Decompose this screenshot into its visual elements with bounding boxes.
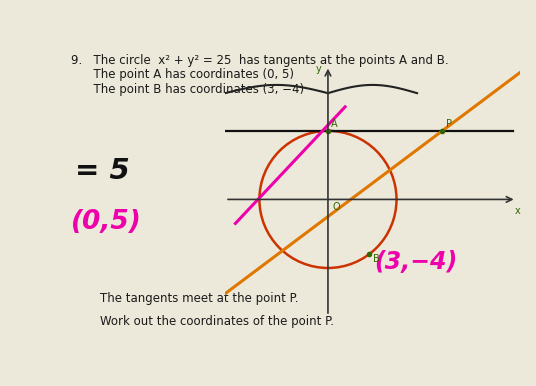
Text: (0,5): (0,5) xyxy=(71,209,142,235)
Text: The point B has coordinates (3, −4): The point B has coordinates (3, −4) xyxy=(71,83,304,96)
Text: The point A has coordinates (0, 5): The point A has coordinates (0, 5) xyxy=(71,68,294,81)
Text: The tangents meet at the point P.: The tangents meet at the point P. xyxy=(100,291,299,305)
Text: B: B xyxy=(373,254,379,264)
Text: O: O xyxy=(332,202,340,212)
Text: A: A xyxy=(331,119,337,129)
Text: (3,−4): (3,−4) xyxy=(374,250,458,274)
Text: = 5: = 5 xyxy=(75,157,130,185)
Text: P: P xyxy=(445,119,452,129)
Text: 9.   The circle  x² + y² = 25  has tangents at the points A and B.: 9. The circle x² + y² = 25 has tangents … xyxy=(71,54,449,67)
Text: x: x xyxy=(515,206,521,216)
Text: Work out the coordinates of the point P.: Work out the coordinates of the point P. xyxy=(100,315,334,328)
Text: y: y xyxy=(315,64,321,74)
